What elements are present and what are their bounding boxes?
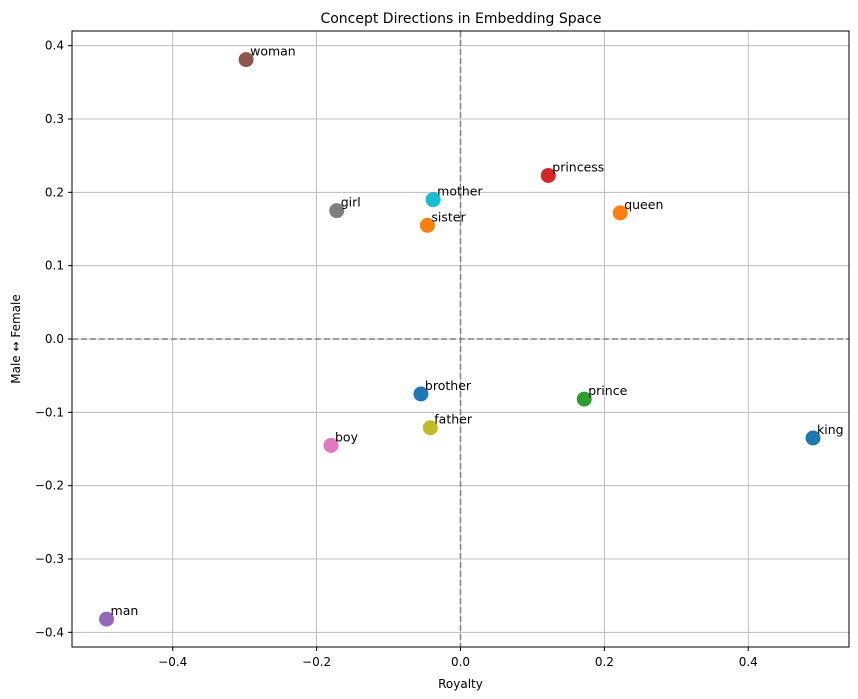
point-label-girl: girl	[341, 195, 361, 210]
data-point-prince	[576, 391, 592, 407]
data-point-king	[805, 430, 821, 446]
point-labels: king queen prince princess man woman boy girl fa…	[111, 44, 844, 619]
point-label-prince: prince	[588, 383, 627, 398]
data-point-boy	[323, 437, 339, 453]
point-label-boy: boy	[335, 429, 359, 444]
reference-lines	[72, 31, 849, 647]
data-point-father	[422, 420, 438, 436]
data-points	[99, 52, 821, 627]
y-tick-label: −0.4	[35, 625, 64, 639]
data-point-mother	[425, 192, 441, 208]
y-axis-title: Male ↔ Female	[9, 294, 23, 384]
y-tick-label: 0.0	[45, 332, 64, 346]
point-label-queen: queen	[624, 197, 663, 212]
point-label-mother: mother	[437, 184, 483, 199]
y-tick-label: 0.4	[45, 39, 64, 53]
y-tick-label: 0.1	[45, 259, 64, 273]
chart-title: Concept Directions in Embedding Space	[320, 11, 601, 27]
data-point-girl	[329, 203, 345, 219]
x-tick-label: −0.4	[158, 655, 187, 669]
point-label-sister: sister	[431, 209, 466, 224]
x-axis-ticks: −0.4 −0.2 0.0 0.2 0.4	[158, 647, 758, 669]
y-axis-ticks: −0.4 −0.3 −0.2 −0.1 0.0 0.1 0.2 0.3 0.4	[35, 39, 72, 639]
point-label-man: man	[111, 603, 139, 618]
x-tick-label: 0.0	[451, 655, 470, 669]
point-label-father: father	[434, 412, 473, 427]
x-tick-label: −0.2	[302, 655, 331, 669]
y-tick-label: −0.3	[35, 552, 64, 566]
y-tick-label: −0.1	[35, 405, 64, 419]
point-label-princess: princess	[552, 159, 604, 174]
data-point-princess	[540, 167, 556, 183]
point-label-brother: brother	[425, 378, 472, 393]
x-tick-label: 0.2	[595, 655, 614, 669]
data-point-sister	[419, 217, 435, 233]
x-tick-label: 0.4	[739, 655, 758, 669]
data-point-queen	[612, 205, 628, 221]
y-tick-label: −0.2	[35, 479, 64, 493]
x-axis-title: Royalty	[438, 677, 483, 691]
data-point-brother	[413, 386, 429, 402]
point-label-woman: woman	[250, 44, 296, 59]
data-point-woman	[238, 52, 254, 68]
point-label-king: king	[817, 422, 844, 437]
y-tick-label: 0.3	[45, 112, 64, 126]
y-tick-label: 0.2	[45, 185, 64, 199]
data-point-man	[99, 611, 115, 627]
